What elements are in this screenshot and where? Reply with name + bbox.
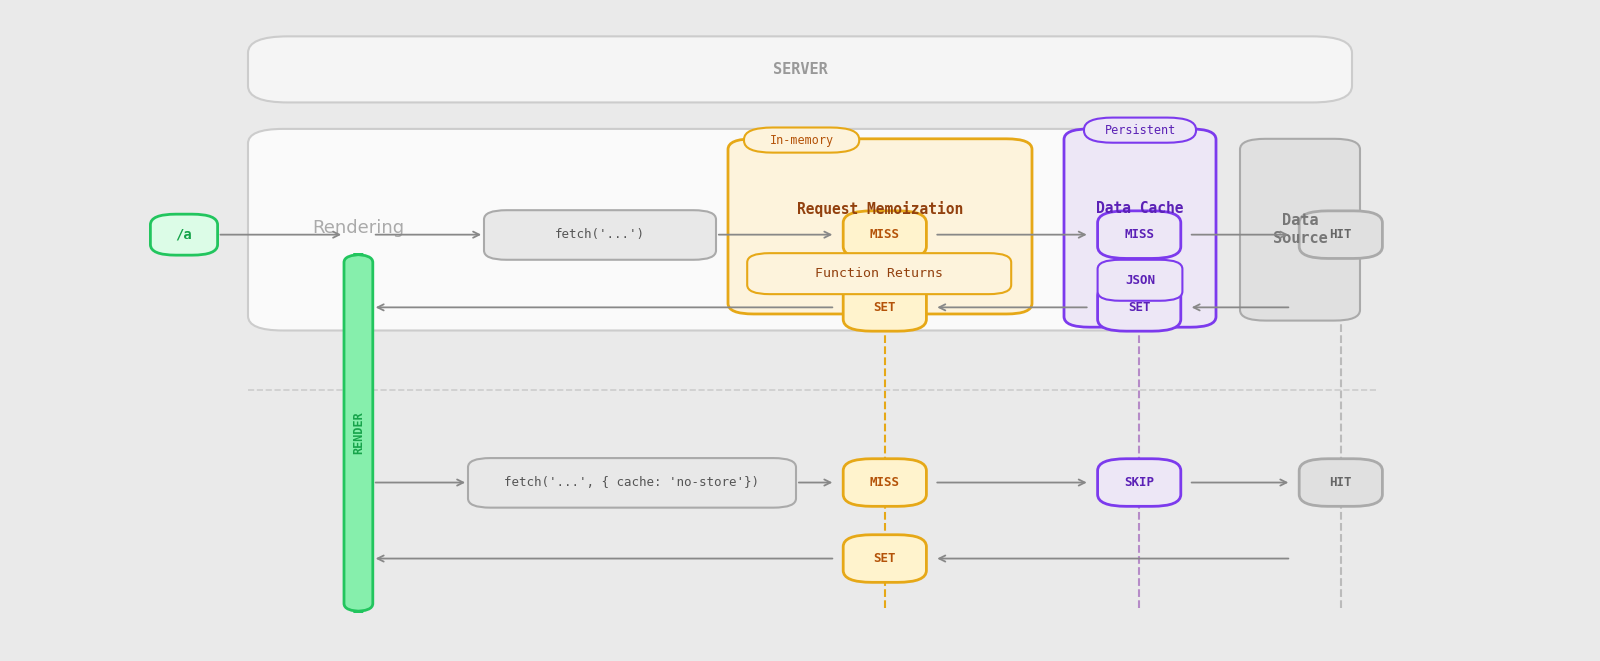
FancyBboxPatch shape xyxy=(744,128,859,153)
FancyBboxPatch shape xyxy=(1098,459,1181,506)
FancyBboxPatch shape xyxy=(843,211,926,258)
Text: Request Memoization: Request Memoization xyxy=(797,201,963,217)
FancyBboxPatch shape xyxy=(344,254,373,611)
Text: MISS: MISS xyxy=(870,476,899,489)
Text: /a: /a xyxy=(176,227,192,242)
FancyBboxPatch shape xyxy=(1098,260,1182,301)
Text: fetch('...', { cache: 'no-store'}): fetch('...', { cache: 'no-store'}) xyxy=(504,476,760,489)
Text: Data Cache: Data Cache xyxy=(1096,201,1184,215)
Text: HIT: HIT xyxy=(1330,228,1352,241)
FancyBboxPatch shape xyxy=(843,459,926,506)
FancyBboxPatch shape xyxy=(248,129,1184,330)
Text: Rendering: Rendering xyxy=(312,219,405,237)
FancyBboxPatch shape xyxy=(843,535,926,582)
Text: fetch('...'): fetch('...') xyxy=(555,228,645,241)
Text: MISS: MISS xyxy=(870,228,899,241)
FancyBboxPatch shape xyxy=(747,253,1011,294)
FancyBboxPatch shape xyxy=(1098,284,1181,331)
Text: Data
Source: Data Source xyxy=(1272,214,1328,246)
Text: SERVER: SERVER xyxy=(773,62,827,77)
Text: SET: SET xyxy=(1128,301,1150,314)
Text: JSON: JSON xyxy=(1125,274,1155,287)
FancyBboxPatch shape xyxy=(483,210,717,260)
FancyBboxPatch shape xyxy=(469,458,797,508)
FancyBboxPatch shape xyxy=(1240,139,1360,321)
Text: HIT: HIT xyxy=(1330,476,1352,489)
Text: MISS: MISS xyxy=(1125,228,1154,241)
Text: SET: SET xyxy=(874,301,896,314)
Text: RENDER: RENDER xyxy=(352,412,365,454)
FancyBboxPatch shape xyxy=(1064,129,1216,327)
FancyBboxPatch shape xyxy=(728,139,1032,314)
FancyBboxPatch shape xyxy=(150,214,218,255)
FancyBboxPatch shape xyxy=(1299,459,1382,506)
Text: Persistent: Persistent xyxy=(1104,124,1176,137)
FancyBboxPatch shape xyxy=(1098,211,1181,258)
FancyBboxPatch shape xyxy=(843,284,926,331)
Text: SKIP: SKIP xyxy=(1125,476,1154,489)
FancyBboxPatch shape xyxy=(1299,211,1382,258)
FancyBboxPatch shape xyxy=(248,36,1352,102)
Text: Function Returns: Function Returns xyxy=(814,267,944,280)
FancyBboxPatch shape xyxy=(1085,118,1197,143)
Text: In-memory: In-memory xyxy=(770,134,834,147)
Text: SET: SET xyxy=(874,552,896,565)
